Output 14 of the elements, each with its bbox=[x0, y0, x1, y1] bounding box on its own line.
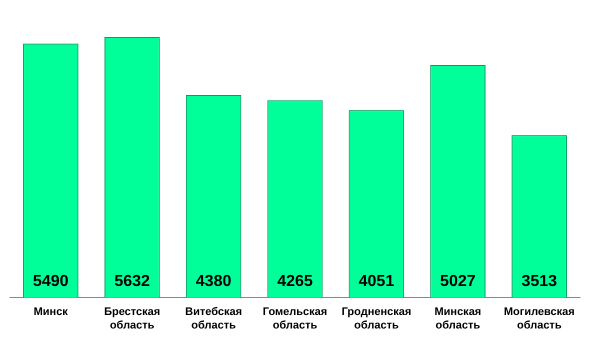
data-label: 5490 bbox=[32, 273, 69, 290]
data-label: 3513 bbox=[521, 273, 558, 290]
x-tick-label: Минск bbox=[34, 306, 68, 318]
x-tick-label: Гродненская область bbox=[342, 306, 412, 332]
data-label: 5632 bbox=[114, 273, 150, 290]
x-tick-label: Минская область bbox=[434, 306, 482, 332]
x-tick-label: Гомельская область bbox=[262, 306, 328, 332]
x-tick-label: Витебская область bbox=[185, 306, 242, 332]
x-tick-label: Могилевская область bbox=[504, 306, 575, 332]
data-label: 5027 bbox=[440, 273, 476, 290]
data-label: 4380 bbox=[196, 273, 232, 290]
data-label: 4265 bbox=[277, 273, 313, 290]
x-tick-label: Брестская область bbox=[104, 306, 160, 332]
data-label: 4051 bbox=[358, 273, 394, 290]
